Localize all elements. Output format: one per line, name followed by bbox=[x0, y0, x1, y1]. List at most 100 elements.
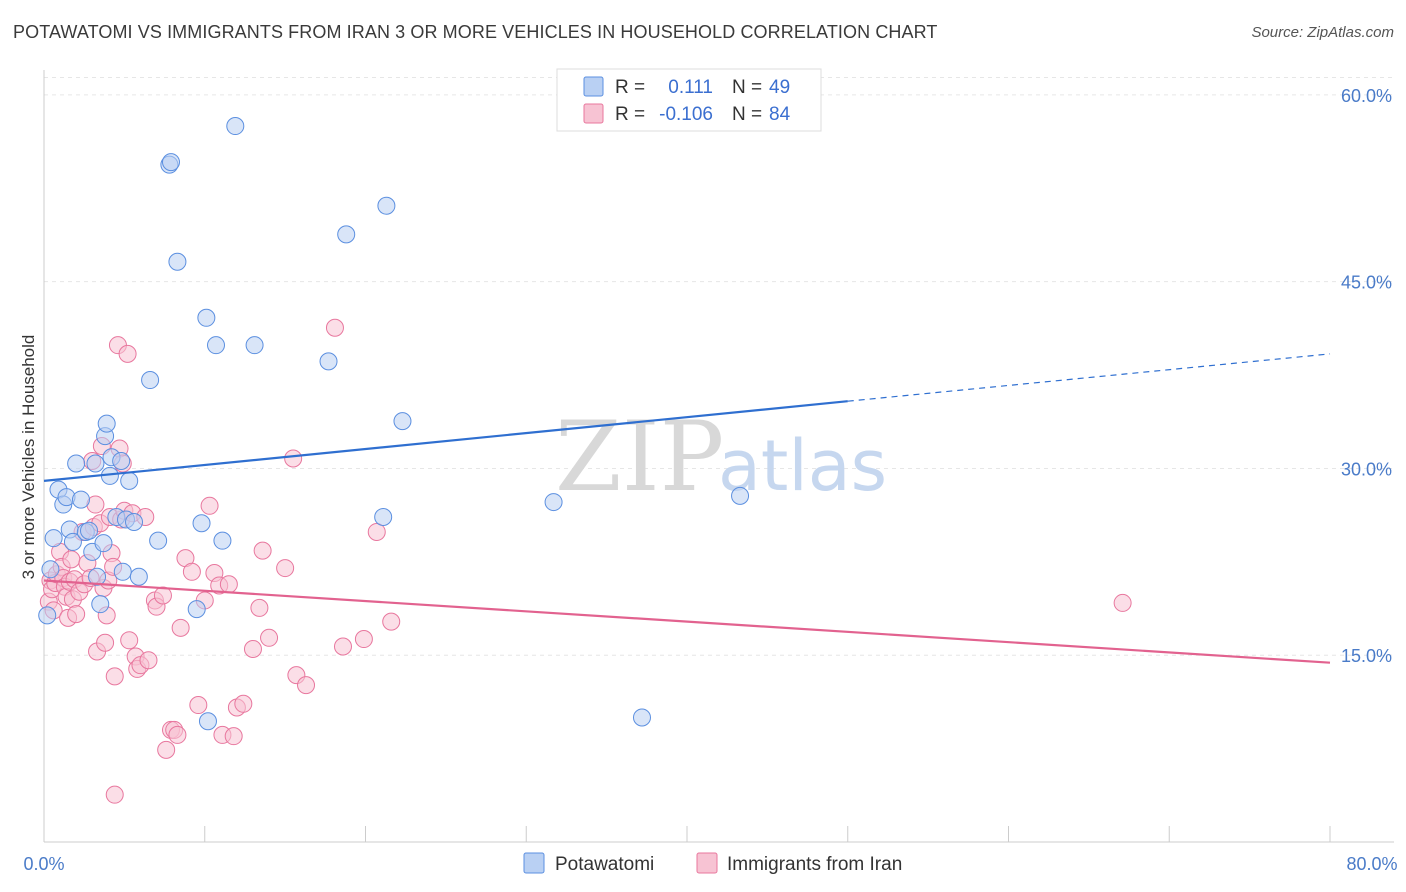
point-pink-56 bbox=[171, 618, 190, 637]
point-blue-2 bbox=[44, 529, 63, 548]
point-blue-37 bbox=[207, 336, 226, 355]
point-blue-34 bbox=[192, 514, 211, 533]
point-blue-14 bbox=[88, 567, 107, 586]
point-blue-46 bbox=[544, 493, 563, 512]
legend-n-label-1: N = bbox=[732, 77, 762, 98]
x-tick-label-min: 0.0% bbox=[23, 854, 64, 874]
grid-lines bbox=[44, 76, 1394, 656]
point-pink-48 bbox=[139, 651, 158, 670]
y-tick-labels: 15.0% 30.0% 45.0% 60.0% bbox=[1341, 86, 1392, 666]
trend-line-potawatomi-extension bbox=[847, 353, 1331, 402]
y-tick-label-15: 15.0% bbox=[1341, 646, 1392, 666]
point-blue-28 bbox=[141, 371, 160, 390]
point-pink-65 bbox=[219, 575, 238, 594]
chart-title: POTAWATOMI VS IMMIGRANTS FROM IRAN 3 OR … bbox=[13, 22, 938, 42]
y-tick-label-30: 30.0% bbox=[1341, 459, 1392, 479]
legend-r-label-2: R = bbox=[615, 104, 645, 125]
legend-n-label-2: N = bbox=[732, 104, 762, 125]
point-blue-32 bbox=[168, 252, 187, 271]
point-blue-36 bbox=[198, 712, 217, 731]
point-pink-82 bbox=[105, 785, 124, 804]
point-blue-15 bbox=[91, 595, 110, 614]
series-immigrants-from-iran bbox=[39, 318, 1132, 804]
point-blue-31 bbox=[161, 153, 180, 172]
point-pink-79 bbox=[354, 630, 373, 649]
point-blue-43 bbox=[374, 508, 393, 527]
point-blue-13 bbox=[86, 454, 105, 473]
x-ticks bbox=[43, 826, 1331, 842]
point-blue-8 bbox=[67, 454, 86, 473]
point-blue-29 bbox=[149, 531, 168, 550]
point-blue-16 bbox=[94, 534, 113, 553]
legend-r-value-2: -0.106 bbox=[659, 104, 713, 125]
legend-swatch-immigrants-from-iran bbox=[583, 103, 604, 124]
bottom-legend-swatch-potawatomi bbox=[523, 852, 545, 874]
point-blue-40 bbox=[245, 336, 264, 355]
point-pink-72 bbox=[260, 628, 279, 647]
point-blue-1 bbox=[41, 560, 60, 579]
legend-r-label-1: R = bbox=[615, 77, 645, 98]
trend-lines bbox=[43, 353, 1331, 664]
point-blue-44 bbox=[377, 196, 396, 215]
point-pink-58 bbox=[182, 562, 201, 581]
point-blue-27 bbox=[129, 567, 148, 586]
legend: R = 0.111 N = 49 R = -0.106 N = 84 bbox=[556, 68, 822, 132]
point-pink-29 bbox=[96, 633, 115, 652]
bottom-legend-label-immigrants-from-iran: Immigrants from Iran bbox=[727, 854, 902, 875]
bottom-legend-swatch-immigrants-from-iran bbox=[696, 852, 718, 874]
legend-n-value-2: 84 bbox=[769, 104, 791, 125]
point-pink-68 bbox=[234, 694, 253, 713]
point-blue-18 bbox=[97, 414, 116, 433]
point-pink-71 bbox=[253, 541, 272, 560]
point-blue-42 bbox=[337, 225, 356, 244]
point-pink-69 bbox=[243, 640, 262, 658]
y-tick-label-60: 60.0% bbox=[1341, 86, 1392, 106]
point-pink-59 bbox=[189, 696, 208, 715]
point-pink-81 bbox=[382, 612, 401, 631]
point-blue-11 bbox=[80, 521, 99, 540]
point-pink-16 bbox=[67, 605, 86, 624]
series-potawatomi bbox=[38, 117, 750, 731]
legend-swatch-potawatomi bbox=[583, 76, 604, 97]
point-blue-0 bbox=[38, 606, 57, 625]
point-pink-13 bbox=[62, 550, 81, 569]
point-blue-25 bbox=[120, 471, 139, 490]
legend-n-value-1: 49 bbox=[769, 77, 790, 98]
point-pink-51 bbox=[153, 586, 172, 605]
point-pink-80 bbox=[367, 522, 386, 541]
chart-source: Source: ZipAtlas.com bbox=[1251, 24, 1394, 41]
point-blue-22 bbox=[112, 451, 131, 470]
point-pink-66 bbox=[224, 727, 243, 746]
point-blue-47 bbox=[632, 708, 651, 727]
point-blue-39 bbox=[226, 117, 245, 136]
point-blue-48 bbox=[731, 486, 750, 505]
y-tick-label-45: 45.0% bbox=[1341, 273, 1392, 293]
point-blue-33 bbox=[187, 600, 206, 619]
point-blue-7 bbox=[63, 532, 82, 551]
point-pink-55 bbox=[168, 725, 187, 744]
x-tick-label-max: 80.0% bbox=[1346, 854, 1397, 874]
watermark: ZIP atlas bbox=[555, 401, 887, 513]
legend-r-value-1: 0.111 bbox=[668, 77, 713, 98]
point-blue-41 bbox=[319, 352, 338, 371]
point-blue-23 bbox=[113, 562, 132, 581]
bottom-legend: Potawatomi Immigrants from Iran bbox=[523, 852, 902, 875]
point-pink-77 bbox=[325, 318, 344, 337]
point-blue-38 bbox=[213, 531, 232, 550]
point-pink-76 bbox=[297, 676, 316, 695]
point-pink-35 bbox=[105, 667, 124, 686]
trend-line-immigrants-from-iran bbox=[43, 579, 1331, 664]
point-pink-70 bbox=[250, 598, 269, 617]
watermark-zip: ZIP bbox=[555, 401, 724, 513]
point-blue-35 bbox=[197, 308, 216, 327]
point-pink-83 bbox=[1113, 593, 1132, 612]
point-blue-9 bbox=[71, 490, 90, 509]
point-pink-73 bbox=[276, 559, 295, 578]
point-blue-45 bbox=[393, 412, 412, 431]
point-pink-41 bbox=[118, 344, 137, 363]
point-pink-78 bbox=[333, 637, 352, 656]
point-pink-42 bbox=[120, 631, 139, 650]
y-axis-label: 3 or more Vehicles in Household bbox=[19, 335, 38, 580]
point-blue-26 bbox=[125, 512, 144, 531]
